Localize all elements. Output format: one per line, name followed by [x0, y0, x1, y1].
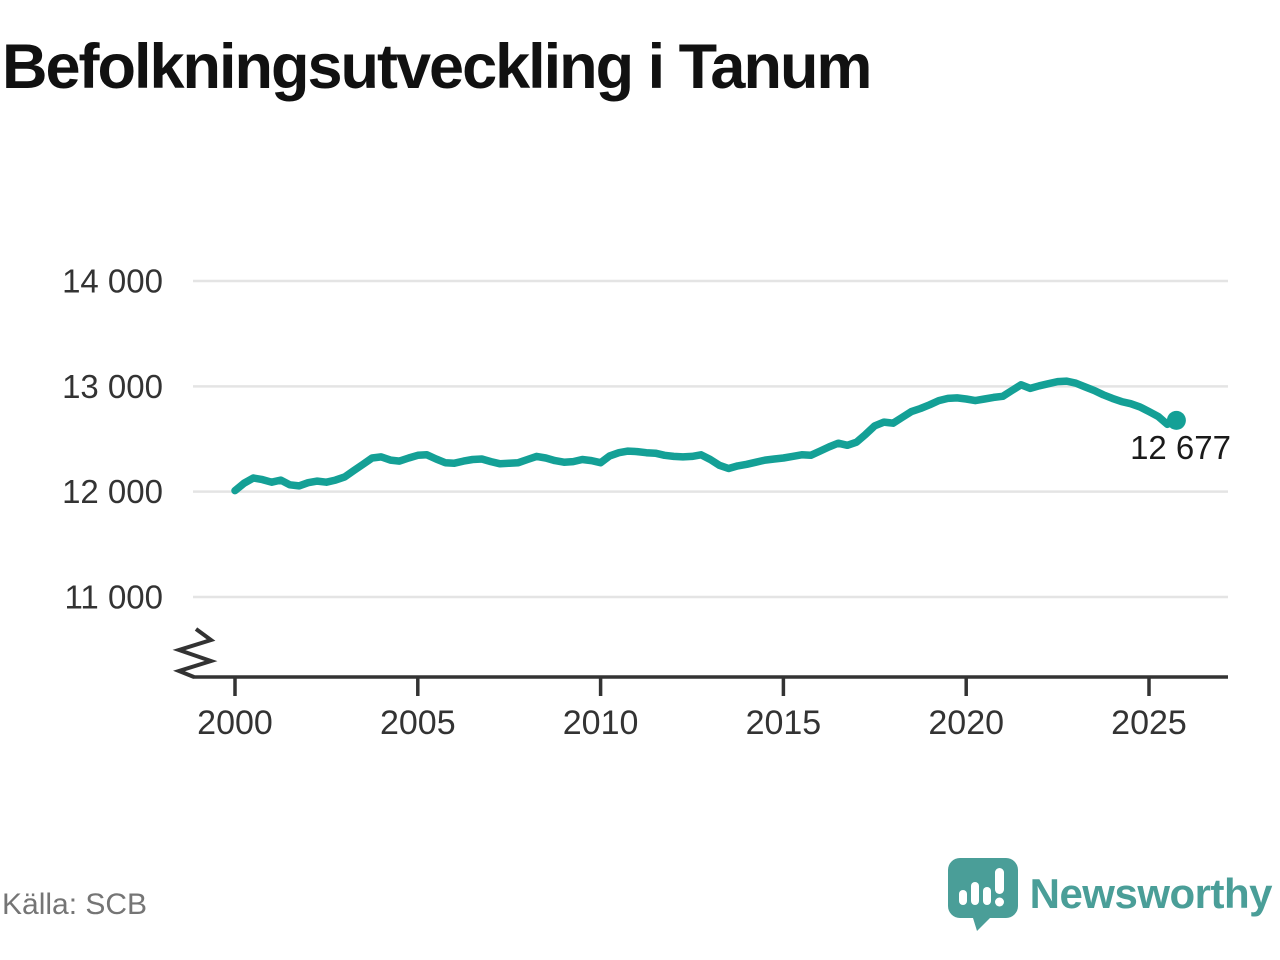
y-axis-labels: 11 000 12 000 13 000 14 000 — [62, 263, 163, 616]
brand-logo: Newsworthy — [946, 856, 1273, 932]
series-line — [231, 377, 1181, 495]
x-tick-label: 2025 — [1111, 704, 1187, 742]
x-tick-label: 2015 — [746, 704, 822, 742]
page-title: Befolkningsutveckling i Tanum — [2, 32, 872, 102]
y-tick-label: 14 000 — [62, 263, 163, 300]
x-tick-label: 2010 — [563, 704, 639, 742]
brand-name: Newsworthy — [1029, 870, 1273, 917]
y-tick-label: 12 000 — [62, 473, 163, 510]
newsworthy-bubble-chart-icon — [947, 858, 1018, 931]
gridlines — [193, 279, 1228, 599]
y-tick-label: 11 000 — [65, 579, 163, 616]
x-axis-labels: 2000 2005 2010 2015 2020 2025 — [197, 704, 1187, 742]
x-axis — [193, 675, 1228, 696]
x-tick-label: 2020 — [928, 704, 1004, 742]
x-tick-label: 2000 — [197, 704, 273, 742]
axis-break-icon — [172, 627, 218, 679]
end-point-dot — [1166, 410, 1186, 430]
x-tick-label: 2005 — [380, 704, 456, 742]
source-label: Källa: SCB — [2, 888, 148, 921]
y-tick-label: 13 000 — [62, 368, 163, 405]
end-value-label: 12 677 — [1130, 429, 1231, 466]
